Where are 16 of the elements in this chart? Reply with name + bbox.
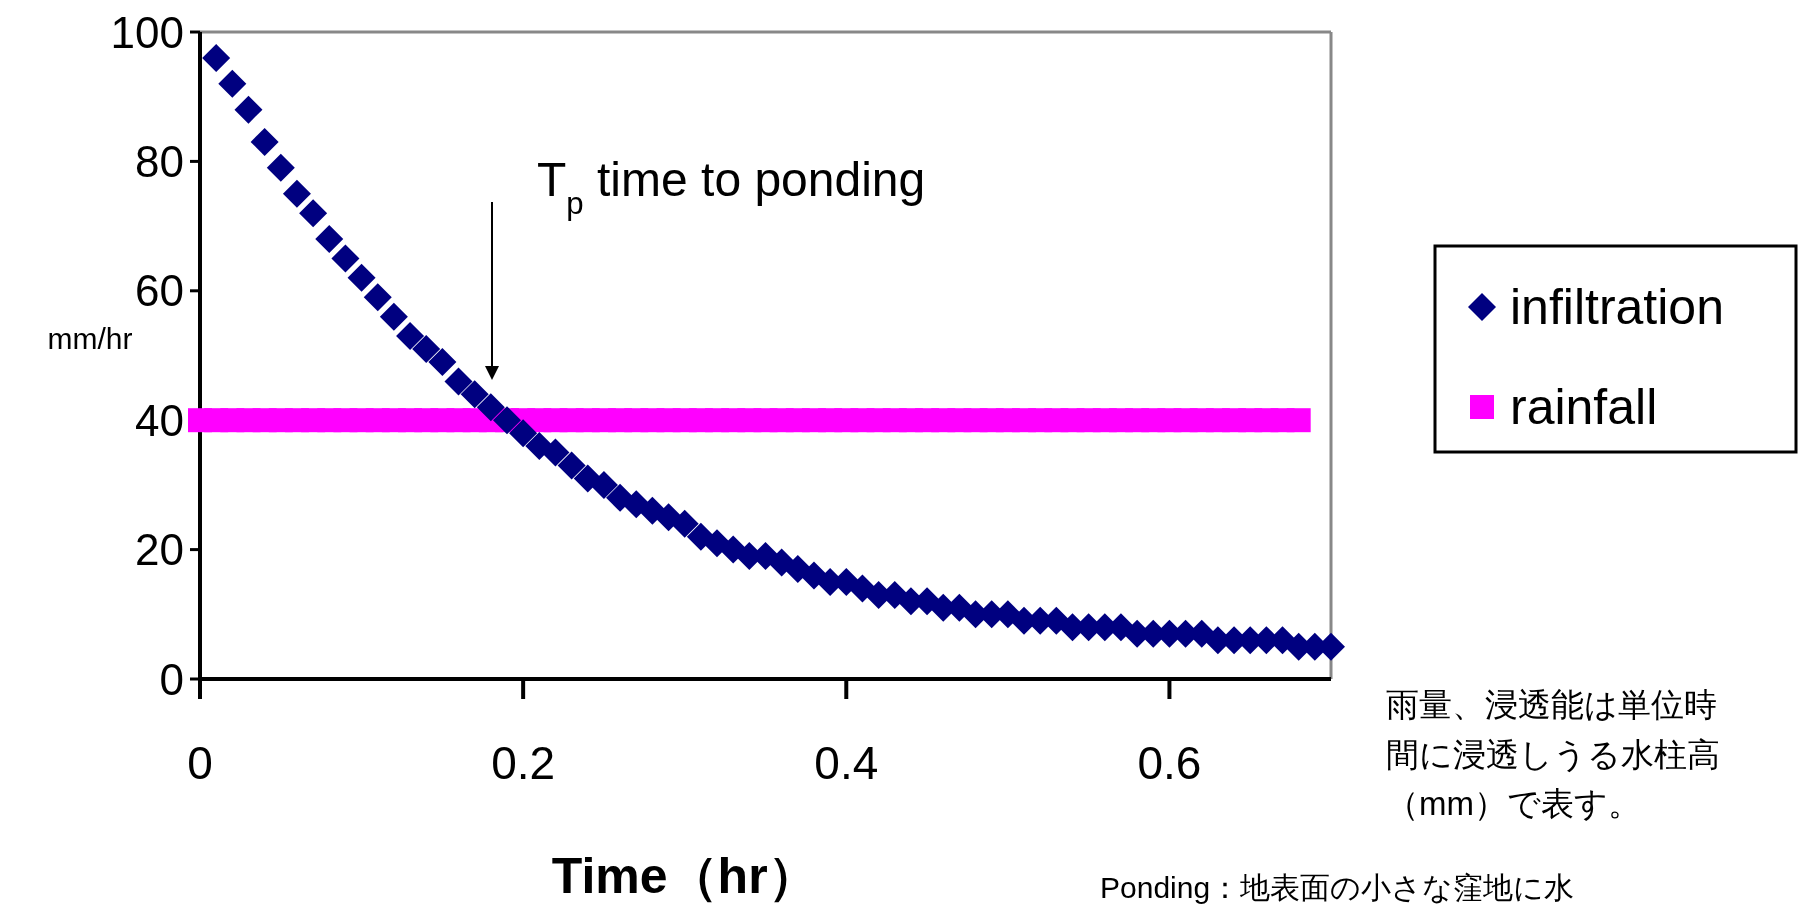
y-tick-label: 100 xyxy=(110,7,184,57)
annotation: T$_{p}$ time to ponding xyxy=(537,153,926,221)
x-tick-label: 0.4 xyxy=(814,737,879,789)
y-axis-title: mm/hr xyxy=(47,321,133,355)
text: 雨量、浸透能は単位時間に浸透しうる水柱高（mm）で表す。 xyxy=(1386,686,1720,822)
y-tick-label: 60 xyxy=(135,266,184,316)
y-tick-label: 0 xyxy=(159,654,184,704)
y-tick-label: 80 xyxy=(135,136,184,186)
y-tick-label: 20 xyxy=(135,525,184,575)
y-tick-label: 40 xyxy=(135,395,184,445)
text: Ponding：地表面の小さな窪地に水 xyxy=(1100,871,1575,904)
legend-label: infiltration xyxy=(1510,279,1724,335)
legend-label: rainfall xyxy=(1510,379,1658,435)
x-tick-label: 0.6 xyxy=(1137,737,1202,789)
x-tick-label: 0.2 xyxy=(491,737,556,789)
x-axis-title: Time（hr） xyxy=(551,848,818,904)
